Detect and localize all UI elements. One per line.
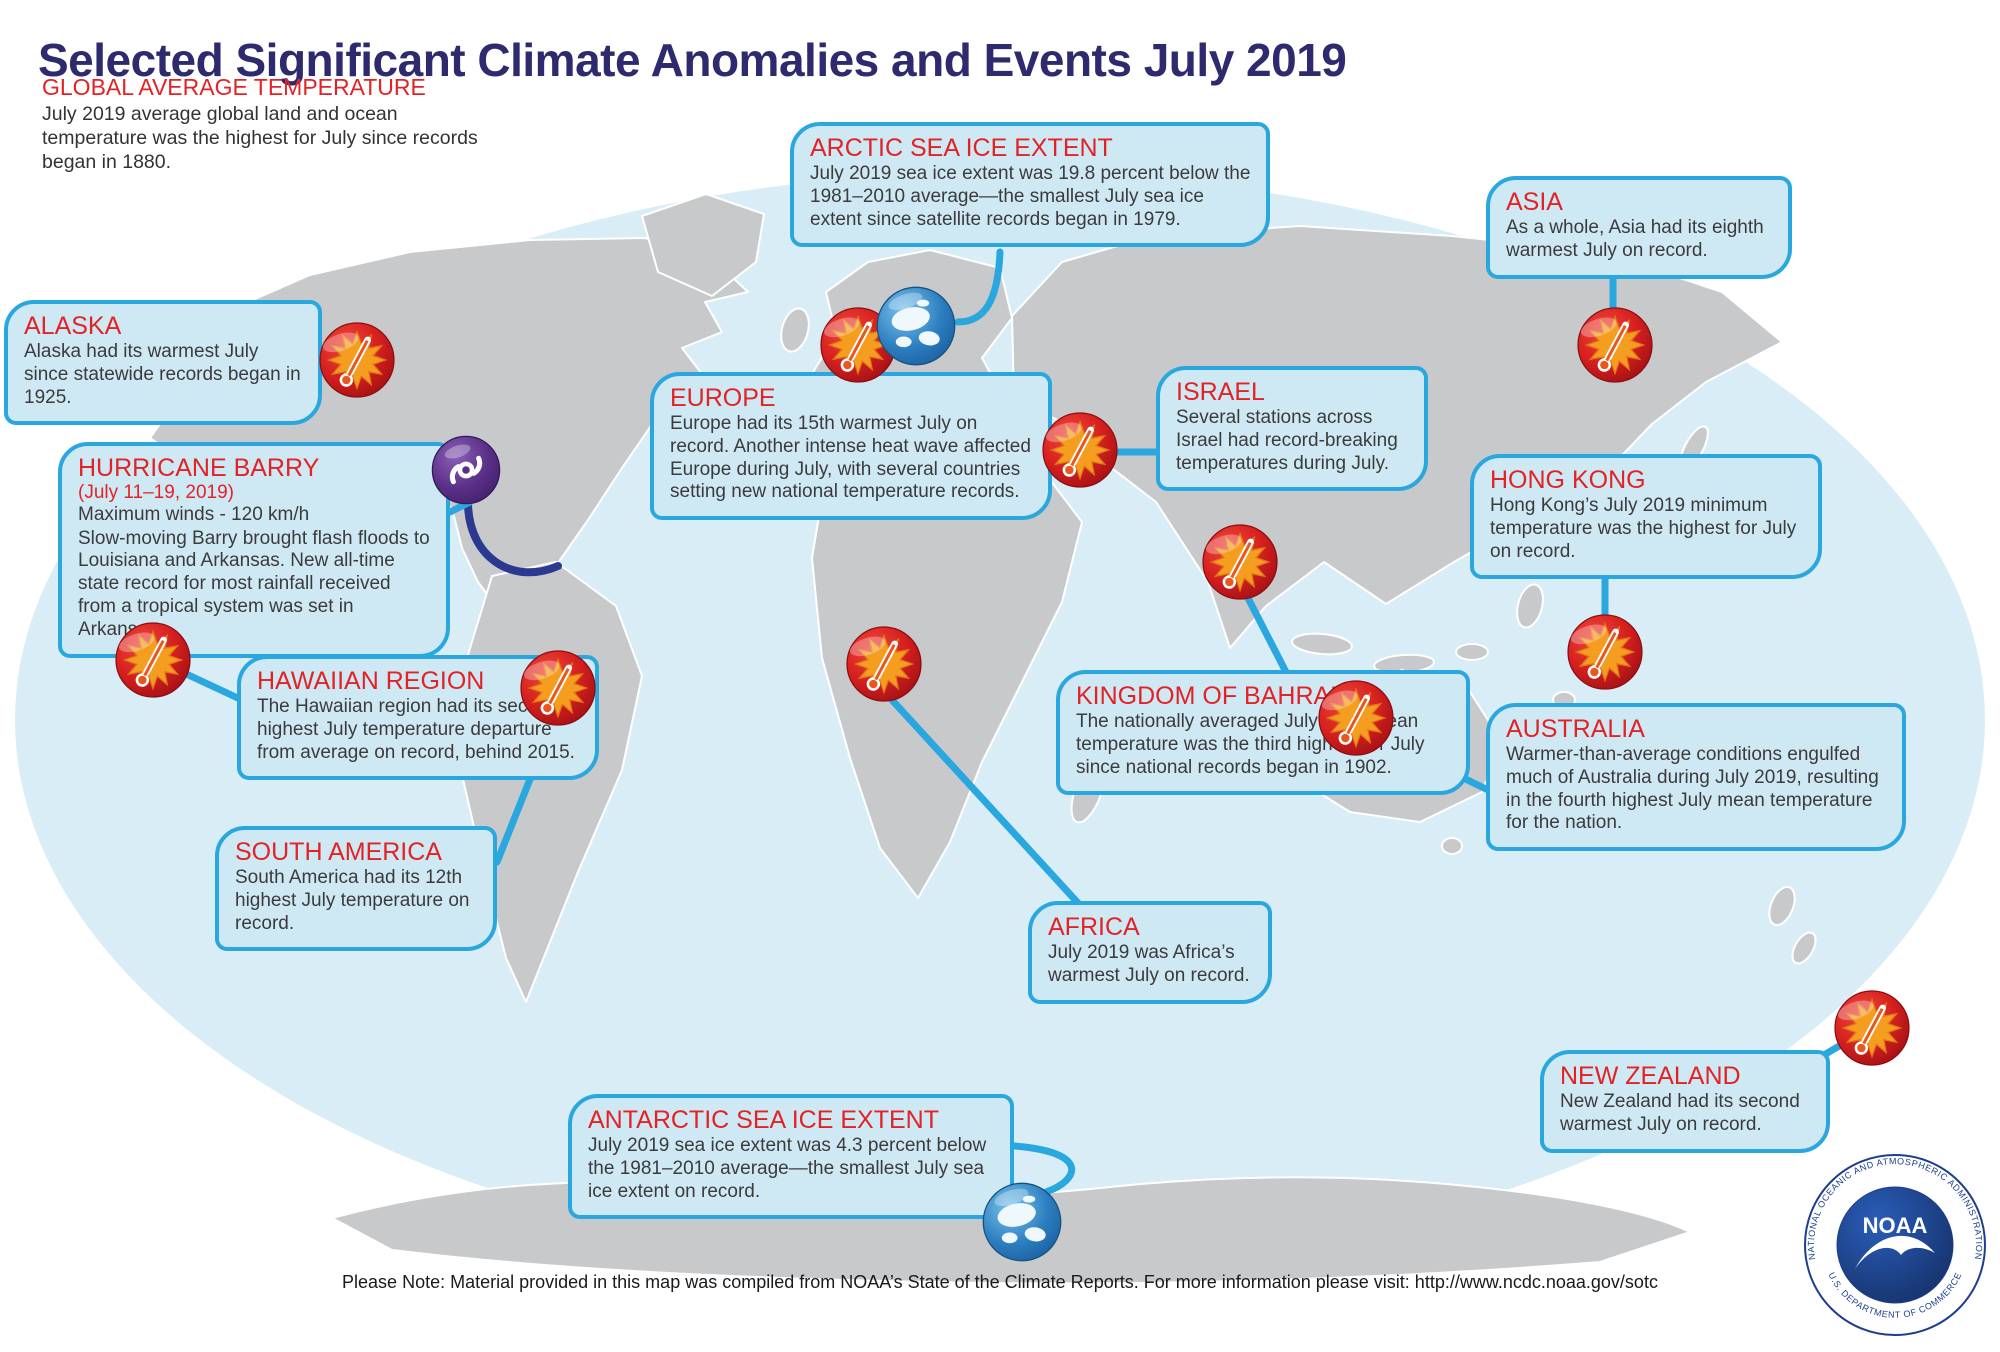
island-britain: [780, 307, 810, 353]
callout-australia-body: Warmer-than-average conditions engulfed …: [1506, 744, 1879, 834]
callout-hong-kong-body: Hong Kong’s July 2019 minimum temperatur…: [1490, 495, 1797, 562]
callout-africa-title: AFRICA: [1048, 913, 1140, 941]
connector-arctic: [954, 248, 1004, 326]
connector-hawaiian: [178, 668, 246, 704]
callout-south-america-title: SOUTH AMERICA: [235, 838, 442, 866]
connector-africa: [888, 696, 1082, 907]
callout-asia-body: As a whole, Asia had its eighth warmest …: [1506, 217, 1764, 261]
callout-alaska-body: Alaska had its warmest July since statew…: [24, 341, 301, 408]
callout-kingdom-of-bahrain: KINGDOM OF BAHRAIN The nationally averag…: [1056, 670, 1470, 796]
island-new-zealand-north: [1768, 886, 1796, 926]
callout-antarctic-sea-ice: ANTARCTIC SEA ICE EXTENT July 2019 sea i…: [568, 1094, 1014, 1220]
footer-note: Please Note: Material provided in this m…: [342, 1272, 1658, 1292]
callout-hong-kong-title: HONG KONG: [1490, 466, 1646, 494]
connector-bahrain: [1244, 594, 1290, 676]
callout-israel: ISRAEL Several stations across Israel ha…: [1156, 366, 1428, 492]
callout-hurricane-barry-dates: (July 11–19, 2019): [78, 482, 234, 503]
page-title: Selected Significant Climate Anomalies a…: [38, 33, 1347, 86]
callout-hurricane-barry: HURRICANE BARRY (July 11–19, 2019) Maxim…: [58, 442, 450, 658]
island-new-guinea: [1455, 643, 1489, 661]
global-average-temperature-note: GLOBAL AVERAGE TEMPERATURE July 2019 ave…: [42, 74, 482, 175]
callout-hawaiian-region: HAWAIIAN REGION The Hawaiian region had …: [237, 655, 599, 781]
global-average-temperature-heading: GLOBAL AVERAGE TEMPERATURE: [42, 74, 426, 100]
noaa-logo: NATIONAL OCEANIC AND ATMOSPHERIC ADMINIS…: [1804, 1154, 1986, 1336]
global-average-temperature-body: July 2019 average global land and ocean …: [42, 103, 478, 173]
callout-africa: AFRICA July 2019 was Africa’s warmest Ju…: [1028, 901, 1272, 1004]
callout-hurricane-barry-title: HURRICANE BARRY: [78, 454, 320, 482]
callout-new-zealand: NEW ZEALAND New Zealand had its second w…: [1540, 1050, 1830, 1153]
callout-alaska: ALASKA Alaska had its warmest July since…: [4, 300, 322, 426]
callout-south-america: SOUTH AMERICA South America had its 12th…: [215, 826, 497, 952]
island-greenland: [641, 193, 765, 297]
callout-hurricane-barry-winds: Maximum winds - 120 km/h: [78, 503, 310, 525]
callout-asia-title: ASIA: [1506, 188, 1563, 216]
callout-hong-kong: HONG KONG Hong Kong’s July 2019 minimum …: [1470, 454, 1822, 580]
seagull-icon: [1855, 1235, 1935, 1269]
hurricane-track: [464, 501, 562, 577]
island-new-zealand-south: [1791, 931, 1817, 965]
callout-new-zealand-body: New Zealand had its second warmest July …: [1560, 1091, 1800, 1135]
callout-kingdom-of-bahrain-body: The nationally averaged July 2019 mean t…: [1076, 711, 1425, 778]
callout-hurricane-barry-body: Slow-moving Barry brought flash floods t…: [78, 527, 430, 640]
logo-noaa-text: NOAA: [1863, 1213, 1928, 1238]
callout-south-america-body: South America had its 12th highest July …: [235, 867, 470, 934]
callout-israel-title: ISRAEL: [1176, 378, 1265, 406]
callout-hawaiian-region-body: The Hawaiian region had its second highe…: [257, 696, 575, 763]
callout-africa-body: July 2019 was Africa’s warmest July on r…: [1048, 942, 1250, 986]
callout-europe-body: Europe had its 15th warmest July on reco…: [670, 413, 1031, 503]
callout-new-zealand-title: NEW ZEALAND: [1560, 1062, 1741, 1090]
callout-arctic-sea-ice-body: July 2019 sea ice extent was 19.8 percen…: [810, 163, 1251, 230]
callout-europe-title: EUROPE: [670, 384, 776, 412]
callout-europe: EUROPE Europe had its 15th warmest July …: [650, 372, 1052, 521]
callout-australia: AUSTRALIA Warmer-than-average conditions…: [1486, 703, 1906, 852]
island-philippines: [1516, 583, 1544, 629]
callout-israel-body: Several stations across Israel had recor…: [1176, 407, 1398, 474]
island-sumatra: [1291, 632, 1353, 656]
callout-australia-title: AUSTRALIA: [1506, 715, 1645, 743]
callout-antarctic-sea-ice-body: July 2019 sea ice extent was 4.3 percent…: [588, 1135, 987, 1202]
callout-antarctic-sea-ice-title: ANTARCTIC SEA ICE EXTENT: [588, 1106, 939, 1134]
callout-arctic-sea-ice: ARCTIC SEA ICE EXTENT July 2019 sea ice …: [790, 122, 1270, 248]
callout-asia: ASIA As a whole, Asia had its eighth war…: [1486, 176, 1792, 279]
callout-alaska-title: ALASKA: [24, 312, 122, 340]
callout-arctic-sea-ice-title: ARCTIC SEA ICE EXTENT: [810, 134, 1113, 162]
callout-hawaiian-region-title: HAWAIIAN REGION: [257, 667, 485, 695]
callout-kingdom-of-bahrain-title: KINGDOM OF BAHRAIN: [1076, 682, 1356, 710]
island-tasmania: [1441, 837, 1463, 855]
